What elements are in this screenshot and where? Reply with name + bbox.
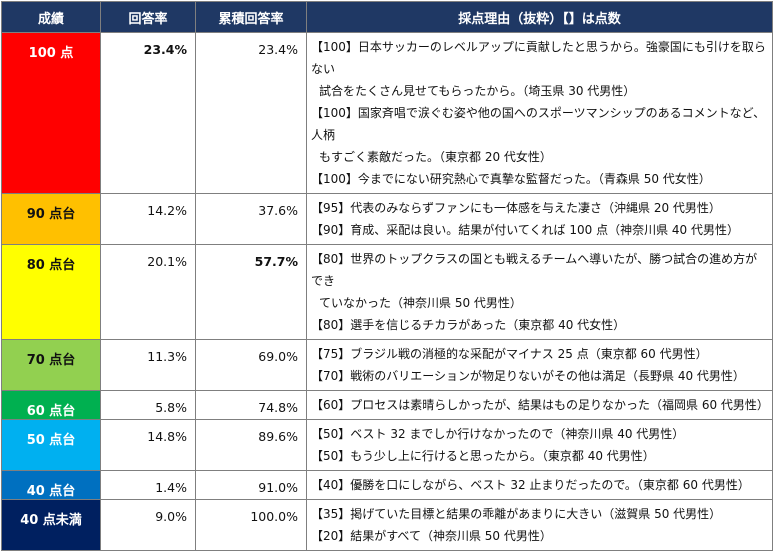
grade-cell: 60 点台 (1, 390, 101, 420)
header-reasons: 採点理由（抜粋）【】は点数 (306, 1, 773, 33)
header-cumulative: 累積回答率 (195, 1, 307, 33)
reason-line: 【100】国家斉唱で涙ぐむ姿や他の国へのスポーツマンシップのあるコメントなど、人… (311, 106, 766, 142)
reason-item: 【100】日本サッカーのレベルアップに貢献したと思うから。強豪国にも引けを取らな… (311, 36, 766, 102)
grade-cell: 100 点 (1, 32, 101, 194)
rate-cell: 1.4% (100, 470, 196, 500)
rate-cell: 11.3% (100, 339, 196, 391)
reason-line: 【75】ブラジル戦の消極的な采配がマイナス 25 点（東京都 60 代男性） (311, 347, 708, 361)
cumulative-cell: 23.4% (195, 32, 307, 194)
rate-cell: 14.2% (100, 193, 196, 245)
reasons-cell: 【50】ベスト 32 までしか行けなかったので（神奈川県 40 代男性） 【50… (306, 419, 773, 471)
reason-item: 【50】ベスト 32 までしか行けなかったので（神奈川県 40 代男性） (311, 423, 766, 445)
table-row: 40 点未満 9.0% 100.0% 【35】掲げていた目標と結果の乖離があまり… (1, 499, 773, 551)
reasons-cell: 【75】ブラジル戦の消極的な采配がマイナス 25 点（東京都 60 代男性） 【… (306, 339, 773, 391)
reason-line: 【60】プロセスは素晴らしかったが、結果はもの足りなかった（福岡県 60 代男性… (311, 398, 769, 412)
reason-item: 【50】もう少し上に行けると思ったから。（東京都 40 代男性） (311, 445, 766, 467)
cumulative-cell: 37.6% (195, 193, 307, 245)
reason-item: 【35】掲げていた目標と結果の乖離があまりに大きい（滋賀県 50 代男性） (311, 503, 766, 525)
reason-line: 【100】今までにない研究熱心で真摯な監督だった。（青森県 50 代女性） (311, 172, 711, 186)
reason-line: 【80】世界のトップクラスの国とも戦えるチームへ導いたが、勝つ試合の進め方ができ (311, 252, 758, 288)
reason-line: 【70】戦術のバリエーションが物足りないがその他は満足（長野県 40 代男性） (311, 369, 745, 383)
table-row: 90 点台 14.2% 37.6% 【95】代表のみならずファンにも一体感を与え… (1, 193, 773, 245)
grade-cell: 70 点台 (1, 339, 101, 391)
reason-line-continued: 試合をたくさん見せてもらったから。（埼玉県 30 代男性） (319, 84, 636, 98)
cumulative-cell: 100.0% (195, 499, 307, 551)
cumulative-cell: 74.8% (195, 390, 307, 420)
reasons-cell: 【95】代表のみならずファンにも一体感を与えた凄さ（沖縄県 20 代男性） 【9… (306, 193, 773, 245)
table-row: 40 点台 1.4% 91.0% 【40】優勝を口にしながら、ベスト 32 止ま… (1, 470, 773, 500)
reason-line-continued: ていなかった（神奈川県 50 代男性） (319, 296, 522, 310)
table-row: 60 点台 5.8% 74.8% 【60】プロセスは素晴らしかったが、結果はもの… (1, 390, 773, 420)
reason-line: 【90】育成、采配は良い。結果が付いてくれば 100 点（神奈川県 40 代男性… (311, 223, 739, 237)
reason-item: 【40】優勝を口にしながら、ベスト 32 止まりだったので。（東京都 60 代男… (311, 474, 766, 496)
reason-line: 【50】ベスト 32 までしか行けなかったので（神奈川県 40 代男性） (311, 427, 685, 441)
rate-cell: 5.8% (100, 390, 196, 420)
rate-cell: 20.1% (100, 244, 196, 340)
reasons-cell: 【40】優勝を口にしながら、ベスト 32 止まりだったので。（東京都 60 代男… (306, 470, 773, 500)
grade-cell: 80 点台 (1, 244, 101, 340)
reason-line: 【40】優勝を口にしながら、ベスト 32 止まりだったので。（東京都 60 代男… (311, 478, 750, 492)
reason-item: 【80】選手を信じるチカラがあった（東京都 40 代女性） (311, 314, 766, 336)
table-row: 50 点台 14.8% 89.6% 【50】ベスト 32 までしか行けなかったの… (1, 419, 773, 471)
reason-item: 【20】結果がすべて（神奈川県 50 代男性） (311, 525, 766, 547)
reason-item: 【100】今までにない研究熱心で真摯な監督だった。（青森県 50 代女性） (311, 168, 766, 190)
grade-cell: 40 点未満 (1, 499, 101, 551)
reasons-cell: 【80】世界のトップクラスの国とも戦えるチームへ導いたが、勝つ試合の進め方ができ… (306, 244, 773, 340)
rate-cell: 9.0% (100, 499, 196, 551)
reason-line: 【100】日本サッカーのレベルアップに貢献したと思うから。強豪国にも引けを取らな… (311, 40, 766, 76)
reasons-cell: 【35】掲げていた目標と結果の乖離があまりに大きい（滋賀県 50 代男性） 【2… (306, 499, 773, 551)
rate-cell: 14.8% (100, 419, 196, 471)
grade-cell: 40 点台 (1, 470, 101, 500)
table-row: 70 点台 11.3% 69.0% 【75】ブラジル戦の消極的な采配がマイナス … (1, 339, 773, 391)
reason-line: 【80】選手を信じるチカラがあった（東京都 40 代女性） (311, 318, 626, 332)
cumulative-cell: 91.0% (195, 470, 307, 500)
reason-item: 【80】世界のトップクラスの国とも戦えるチームへ導いたが、勝つ試合の進め方ができ… (311, 248, 766, 314)
table-header-row: 成績 回答率 累積回答率 採点理由（抜粋）【】は点数 (1, 1, 773, 33)
reason-item: 【95】代表のみならずファンにも一体感を与えた凄さ（沖縄県 20 代男性） (311, 197, 766, 219)
header-grade: 成績 (1, 1, 101, 33)
reason-line: 【95】代表のみならずファンにも一体感を与えた凄さ（沖縄県 20 代男性） (311, 201, 721, 215)
reason-item: 【70】戦術のバリエーションが物足りないがその他は満足（長野県 40 代男性） (311, 365, 766, 387)
reason-item: 【75】ブラジル戦の消極的な采配がマイナス 25 点（東京都 60 代男性） (311, 343, 766, 365)
grade-cell: 50 点台 (1, 419, 101, 471)
header-rate: 回答率 (100, 1, 196, 33)
table-row: 80 点台 20.1% 57.7% 【80】世界のトップクラスの国とも戦えるチー… (1, 244, 773, 340)
rate-cell: 23.4% (100, 32, 196, 194)
table-row: 100 点 23.4% 23.4% 【100】日本サッカーのレベルアップに貢献し… (1, 32, 773, 194)
cumulative-cell: 69.0% (195, 339, 307, 391)
reason-line: 【35】掲げていた目標と結果の乖離があまりに大きい（滋賀県 50 代男性） (311, 507, 722, 521)
reason-line: 【50】もう少し上に行けると思ったから。（東京都 40 代男性） (311, 449, 655, 463)
reason-line-continued: もすごく素敵だった。（東京都 20 代女性） (319, 150, 552, 164)
cumulative-cell: 57.7% (195, 244, 307, 340)
reason-item: 【90】育成、采配は良い。結果が付いてくれば 100 点（神奈川県 40 代男性… (311, 219, 766, 241)
reason-line: 【20】結果がすべて（神奈川県 50 代男性） (311, 529, 552, 543)
reasons-cell: 【60】プロセスは素晴らしかったが、結果はもの足りなかった（福岡県 60 代男性… (306, 390, 773, 420)
grade-cell: 90 点台 (1, 193, 101, 245)
reason-item: 【100】国家斉唱で涙ぐむ姿や他の国へのスポーツマンシップのあるコメントなど、人… (311, 102, 766, 168)
reason-item: 【60】プロセスは素晴らしかったが、結果はもの足りなかった（福岡県 60 代男性… (311, 394, 769, 416)
reasons-cell: 【100】日本サッカーのレベルアップに貢献したと思うから。強豪国にも引けを取らな… (306, 32, 773, 194)
cumulative-cell: 89.6% (195, 419, 307, 471)
